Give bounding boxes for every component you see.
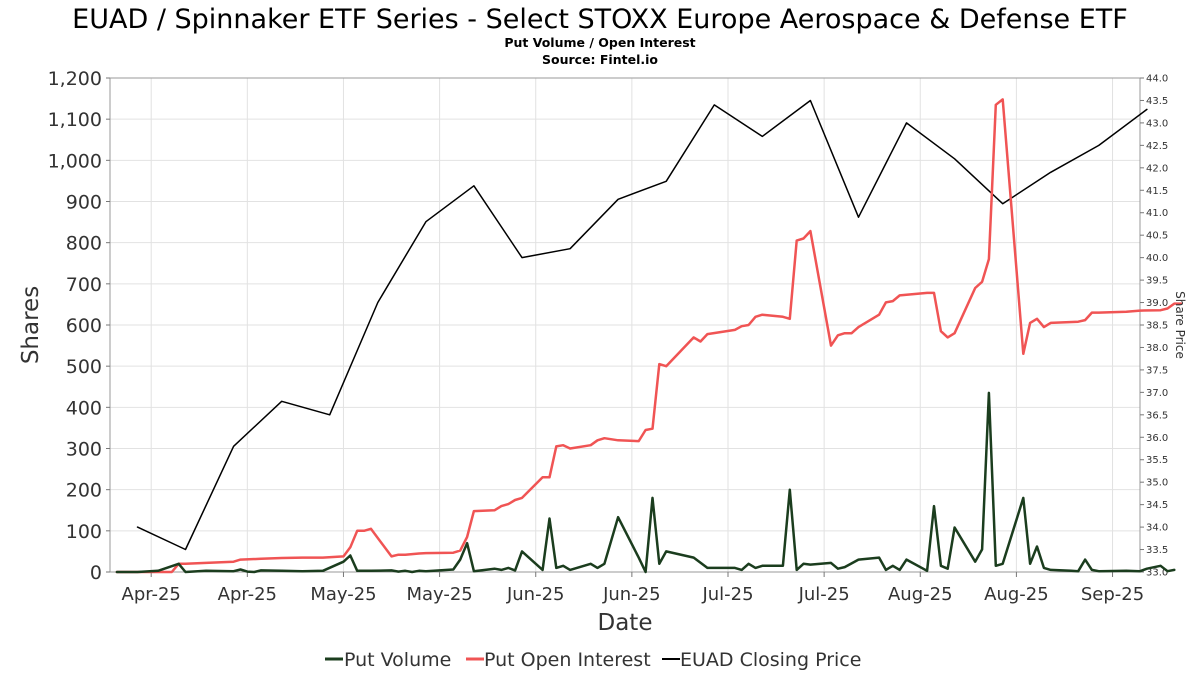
legend-label-put-volume: Put Volume [344,649,451,671]
x-tick-label: May-25 [406,584,472,605]
series-line-euad-closing-price [136,99,1148,551]
chart-subtitle: Put Volume / Open Interest [504,35,695,50]
x-tick-label: Jul-25 [798,584,850,605]
right-tick-label: 41.0 [1146,208,1168,219]
right-tick-label: 43.5 [1146,96,1168,107]
left-tick-label: 900 [66,192,102,214]
series [115,98,1183,574]
right-tick-label: 35.0 [1146,478,1168,489]
left-tick-label: 600 [66,315,102,337]
right-tick-label: 38.0 [1146,343,1168,354]
right-tick-label: 37.5 [1146,365,1168,376]
left-tick-label: 1,000 [48,150,102,172]
right-tick-label: 36.0 [1146,433,1168,444]
right-tick-label: 36.5 [1146,410,1168,421]
left-tick-label: 1,100 [48,109,102,131]
right-tick-label: 33.0 [1146,568,1168,579]
left-tick-label: 0 [90,562,102,584]
right-tick-label: 40.5 [1146,231,1168,242]
x-axis-ticks: Apr-25 Apr-25 May-25 May-25 Jun-25 Jun-25 Jul-… [122,572,1144,605]
right-tick-label: 42.0 [1146,163,1168,174]
chart-title: EUAD / Spinnaker ETF Series - Select STO… [72,4,1128,35]
left-tick-label: 400 [66,397,102,419]
right-tick-label: 40.0 [1146,253,1168,264]
right-tick-label: 44.0 [1146,74,1168,85]
right-tick-label: 34.5 [1146,500,1168,511]
legend: Put Volume Put Open Interest EUAD Closin… [325,649,861,671]
right-tick-label: 43.0 [1146,118,1168,129]
left-axis-ticks: 0 100 200 300 400 500 600 700 800 900 1,000 1,100 1,… [48,68,110,584]
right-tick-label: 38.5 [1146,321,1168,332]
left-tick-label: 300 [66,439,102,461]
right-tick-label: 35.5 [1146,455,1168,466]
right-tick-label: 39.5 [1146,276,1168,287]
right-tick-label: 41.5 [1146,186,1168,197]
chart-source: Source: Fintel.io [542,52,658,67]
x-tick-label: Jun-25 [602,584,661,605]
left-tick-label: 800 [66,233,102,255]
x-tick-label: Apr-25 [218,584,277,605]
right-axis-ticks: 33.0 33.5 34.0 34.5 35.0 35.5 36.0 36.5 37.0 37.5… [1140,74,1168,579]
x-tick-label: Jun-25 [506,584,565,605]
x-tick-label: Aug-25 [984,584,1049,605]
left-tick-label: 500 [66,356,102,378]
x-tick-label: Apr-25 [122,584,181,605]
x-tick-label: May-25 [310,584,376,605]
legend-label-put-open-interest: Put Open Interest [484,649,651,671]
left-tick-label: 100 [66,521,102,543]
left-tick-label: 700 [66,274,102,296]
legend-label-euad-closing-price: EUAD Closing Price [680,649,861,671]
left-tick-label: 200 [66,480,102,502]
x-tick-label: Jul-25 [701,584,753,605]
y2-axis-label: Share Price [1173,291,1187,359]
x-axis-label: Date [598,610,653,636]
right-tick-label: 37.0 [1146,388,1168,399]
right-tick-label: 39.0 [1146,298,1168,309]
right-tick-label: 34.0 [1146,523,1168,534]
series-line-put-open-interest [115,98,1183,574]
series-line-put-volume [115,391,1176,574]
right-tick-label: 42.5 [1146,141,1168,152]
right-tick-label: 33.5 [1146,545,1168,556]
y-axis-label: Shares [18,286,44,364]
x-tick-label: Aug-25 [888,584,953,605]
left-tick-label: 1,200 [48,68,102,90]
x-tick-label: Sep-25 [1081,584,1144,605]
